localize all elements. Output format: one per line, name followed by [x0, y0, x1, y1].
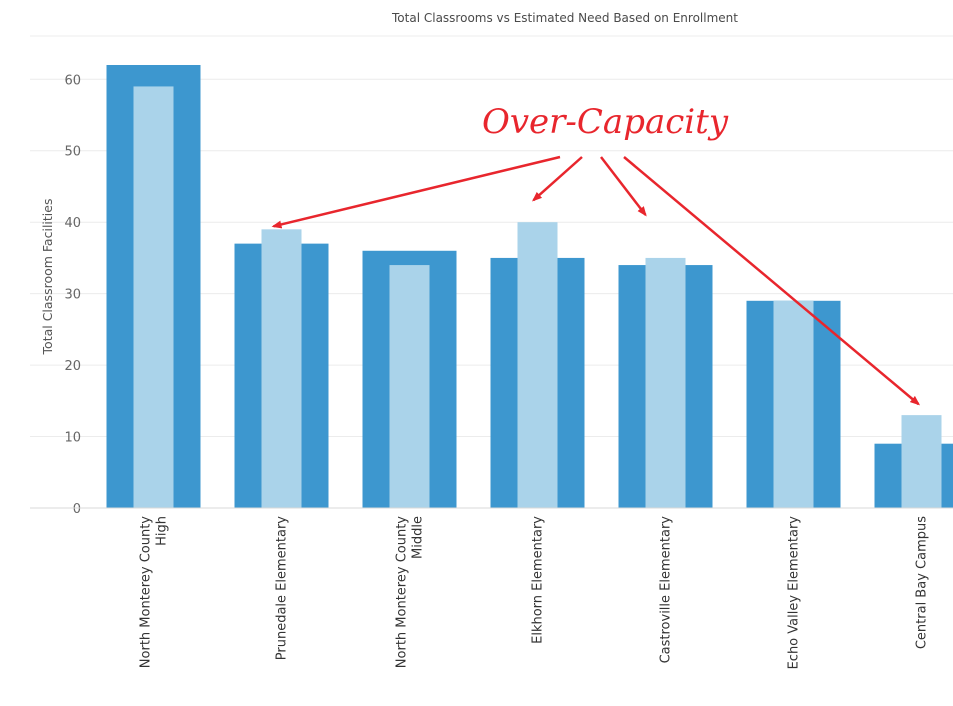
y-tick-label: 30	[64, 288, 81, 303]
over-capacity-annotation: Over-Capacity	[482, 102, 729, 142]
x-category-label: Elkhorn Elementary	[531, 516, 546, 644]
bar-estimated-need	[517, 222, 558, 508]
x-category-label: Echo Valley Elementary	[787, 516, 802, 670]
y-axis-title: Total Classroom Facilities	[40, 199, 55, 356]
y-tick-label: 60	[64, 73, 81, 88]
bar-estimated-need	[773, 300, 814, 508]
x-category-label: High	[155, 516, 170, 546]
bar-estimated-need	[901, 415, 942, 508]
annotation-arrow	[600, 156, 647, 217]
bar-estimated-need	[133, 86, 174, 508]
y-tick-label: 40	[64, 216, 81, 231]
bar-estimated-need	[261, 229, 302, 508]
annotation: Over-Capacity	[271, 102, 921, 406]
x-category-label: Central Bay Campus	[915, 516, 930, 649]
y-tick-label: 50	[64, 145, 81, 160]
axes: 0 10 20 30 40 50 60 Total Classroom Facilities N…	[30, 73, 953, 669]
y-tick-label: 0	[73, 502, 81, 517]
y-tick-label: 10	[64, 431, 81, 446]
bar-estimated-need	[645, 257, 686, 508]
x-category-label: Castroville Elementary	[659, 516, 674, 664]
annotation-arrow	[623, 156, 921, 406]
x-category-label: North Monterey County	[139, 516, 154, 668]
bars	[106, 65, 953, 508]
x-category-label: Prunedale Elementary	[275, 516, 290, 661]
y-tick-label: 20	[64, 359, 81, 374]
bar-estimated-need	[389, 265, 430, 508]
chart-title: Total Classrooms vs Estimated Need Based…	[391, 11, 738, 25]
annotation-arrow	[532, 156, 583, 202]
x-category-label: North Monterey County	[395, 516, 410, 668]
x-category-label: Middle	[411, 516, 426, 559]
annotation-arrow	[271, 155, 561, 229]
